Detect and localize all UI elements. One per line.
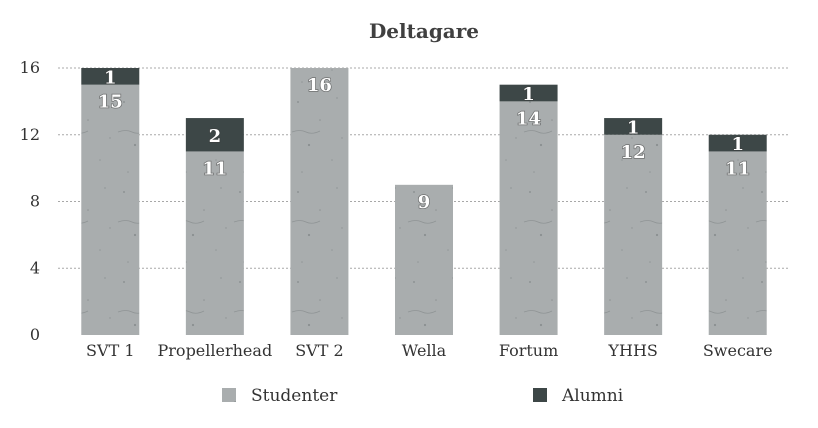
data-label-studenter: 15 <box>98 92 123 113</box>
bar-alumni <box>604 118 663 135</box>
x-tick-label: Wella <box>402 341 447 360</box>
x-tick-label: YHHS <box>607 341 657 360</box>
x-axis: SVT 1 Propellerhead SVT 2 Wella Fortum YHHS Sw… <box>86 341 773 360</box>
x-tick-label: SVT 2 <box>295 341 343 360</box>
y-tick-label: 8 <box>30 192 40 211</box>
legend: Studenter Alumni <box>222 386 624 406</box>
data-label-alumni: 1 <box>104 67 117 88</box>
bar-studenter <box>708 151 767 335</box>
data-label-alumni: 1 <box>731 134 744 155</box>
bar-studenter <box>290 68 349 335</box>
chart-title: Deltagare <box>369 19 479 43</box>
bar-studenter <box>185 151 244 335</box>
data-label-studenter: 11 <box>202 158 227 179</box>
data-label-alumni: 2 <box>209 126 222 147</box>
legend-label: Alumni <box>561 386 624 406</box>
y-tick-label: 0 <box>30 325 40 344</box>
legend-swatch <box>533 388 547 402</box>
data-label-alumni: 1 <box>627 117 640 138</box>
bar-studenter <box>81 84 140 335</box>
legend-swatch <box>222 388 236 402</box>
data-label-studenter: 9 <box>418 192 431 213</box>
legend-label: Studenter <box>251 386 338 406</box>
y-tick-label: 12 <box>20 125 40 144</box>
data-label-studenter: 16 <box>307 75 332 96</box>
y-axis: 0 4 8 12 16 <box>20 58 40 344</box>
data-label-studenter: 12 <box>621 142 646 163</box>
bar-alumni <box>708 134 767 152</box>
data-label-alumni: 1 <box>522 84 535 105</box>
x-tick-label: Swecare <box>703 341 773 360</box>
data-label-studenter: 11 <box>725 158 750 179</box>
y-tick-label: 4 <box>30 258 40 277</box>
x-tick-label: Fortum <box>499 341 558 360</box>
bar-studenter <box>395 184 453 335</box>
bar-alumni <box>499 84 558 102</box>
data-label-studenter: 14 <box>516 108 541 129</box>
bar-studenter <box>499 101 558 335</box>
x-tick-label: SVT 1 <box>86 341 134 360</box>
bar-studenter <box>604 134 663 335</box>
bar-alumni <box>81 68 140 85</box>
x-tick-label: Propellerhead <box>158 341 273 360</box>
bar-alumni <box>185 118 244 152</box>
y-tick-label: 16 <box>20 58 40 77</box>
